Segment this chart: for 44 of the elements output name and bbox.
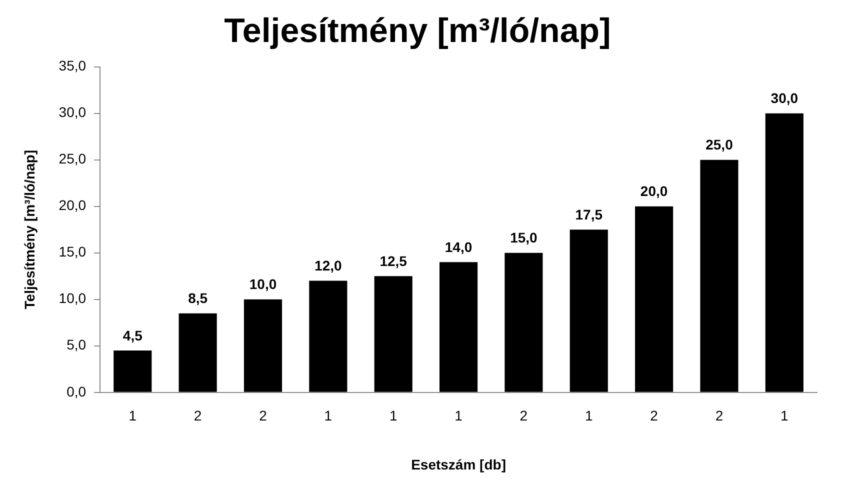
bar [439,262,478,392]
bar [635,206,674,392]
data-label: 8,5 [188,290,208,306]
y-tick-label: 10,0 [58,290,86,306]
data-label: 12,0 [314,258,342,274]
y-tick-label: 15,0 [58,244,86,260]
x-tick-label: 2 [259,408,268,424]
data-label: 10,0 [249,276,277,292]
x-tick-label: 1 [324,408,332,424]
x-tick-label: 2 [650,408,658,424]
data-label: 15,0 [510,230,538,246]
y-tick-label: 30,0 [58,104,86,120]
bar [765,113,804,392]
x-tick-label: 1 [389,408,398,424]
x-tick-label: 2 [520,408,528,424]
data-label: 30,0 [770,90,798,106]
x-tick-label: 2 [194,408,202,424]
x-tick-label: 1 [780,408,789,424]
bar [178,313,217,392]
bar [570,230,608,392]
x-tick-label: 1 [584,408,593,424]
bar [114,350,152,392]
data-label: 14,0 [444,239,472,256]
x-tick-label: 1 [454,408,463,424]
bar [309,280,348,392]
x-tick-label: 1 [128,408,137,424]
bar [700,160,738,392]
chart-title: Teljesítmény [m³/ló/nap] [224,12,611,50]
y-tick-label: 0,0 [66,383,86,400]
x-axis-title: Esetszám [db] [411,456,506,472]
data-label: 17,5 [575,206,603,222]
data-label: 25,0 [706,136,734,153]
y-tick-label: 25,0 [58,150,86,167]
y-axis-title: Teljesítmény [m³/ló/nap] [21,150,38,310]
data-label: 12,5 [380,252,408,269]
data-label: 20,0 [640,183,668,200]
y-tick-label: 5,0 [66,336,86,353]
data-label: 4,5 [122,327,143,344]
y-tick-label: 35,0 [58,58,86,74]
y-tick-label: 20,0 [58,197,86,214]
x-tick-label: 2 [715,408,724,424]
bar [244,299,282,392]
bar [374,276,412,392]
bar [504,252,543,392]
